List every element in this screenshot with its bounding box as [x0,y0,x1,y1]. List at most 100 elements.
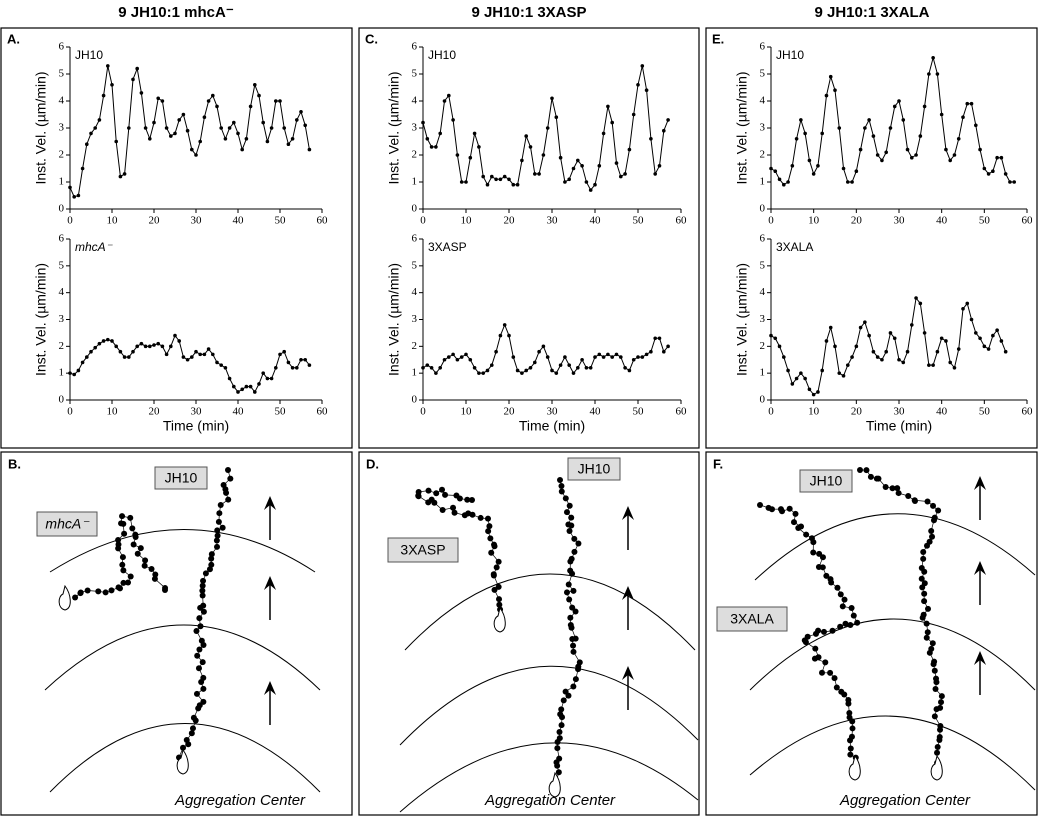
data-point [649,349,653,354]
x-tick-label: 30 [547,406,559,418]
track-dot [141,562,148,569]
data-point [653,336,657,341]
data-point [922,331,927,335]
track-dot [833,684,840,691]
data-point [286,142,291,146]
track-dot [439,486,446,493]
track-dot [562,495,569,502]
track-dot [803,531,810,538]
data-point [601,355,606,359]
track-dot [570,648,577,655]
data-point [211,352,215,357]
data-point [875,153,880,157]
panel-frames [0,27,1038,816]
data-point [799,371,803,375]
track-dot [567,614,574,621]
track-dot [77,589,84,596]
track-dot [931,514,938,521]
arrow-head [622,666,634,680]
x-tick-label: 60 [1022,406,1034,418]
data-point [485,182,490,187]
x-tick-label: 50 [633,406,645,418]
track-dot [119,554,126,561]
track-dot [558,488,565,495]
track-dot [199,587,206,594]
track-dot [931,658,938,665]
track-dot [189,725,196,732]
track-dot [200,698,207,705]
data-point [257,382,261,386]
wave-arc [49,529,316,573]
data-point [610,355,614,359]
y-tick-label: 0 [59,394,65,406]
cell-outline [58,584,71,611]
track-dot [846,714,853,721]
track-dot [820,628,827,635]
data-point [494,349,498,354]
data-point [623,172,627,176]
wave-arc [404,573,696,651]
track-dot [415,493,422,500]
data-point [871,134,876,138]
y-axis-label: Inst. Vel. (µm/min) [734,263,750,376]
data-point [464,180,468,184]
data-point [502,174,507,179]
data-point [888,126,893,130]
data-point [567,363,571,367]
track-dot [202,570,209,577]
data-point [986,172,991,176]
data-point [627,147,632,152]
track-dot [938,693,945,700]
data-point [884,349,888,354]
data-point [999,339,1004,343]
series-label: 3XASP [428,240,467,254]
track-dot [214,543,221,550]
x-tick-label: 50 [275,215,287,227]
cell-outline [930,754,943,781]
track-dot [214,532,221,539]
data-point [248,384,253,389]
data-point [202,115,207,119]
track-dot [920,555,927,562]
x-tick-label: 0 [768,406,774,418]
data-point [494,177,498,182]
x-tick-label: 20 [504,215,516,227]
data-point [871,349,876,354]
data-point [837,371,842,375]
data-point [101,339,106,343]
column-title: 9 JH10:1 mhcA⁻ [118,4,234,21]
data-point [939,336,944,341]
data-point [956,137,961,141]
frame [358,451,700,816]
x-tick-label: 20 [149,406,161,418]
track-dot [562,688,569,695]
track-dot [102,589,109,596]
data-point [794,376,799,381]
data-point [644,88,649,92]
track-dot [933,675,940,682]
data-point [965,101,970,106]
track-dot [120,579,127,586]
data-point [190,147,194,152]
track-dot [838,688,845,695]
data-point [986,347,991,351]
data-point [773,336,778,341]
data-point [610,120,614,125]
y-tick-label: 5 [412,68,418,80]
data-point [824,93,829,98]
data-point [106,337,110,342]
data-point [811,392,816,397]
data-point [511,355,516,359]
data-point [148,344,152,349]
track-dot [556,755,563,762]
track-dot [557,711,564,718]
data-point [640,64,645,68]
data-point [110,83,114,87]
track-dot [792,510,799,517]
data-point [442,357,447,362]
x-tick-label: 20 [504,406,516,418]
data-point [576,158,580,163]
track-dot [486,523,493,530]
data-point [118,349,123,354]
